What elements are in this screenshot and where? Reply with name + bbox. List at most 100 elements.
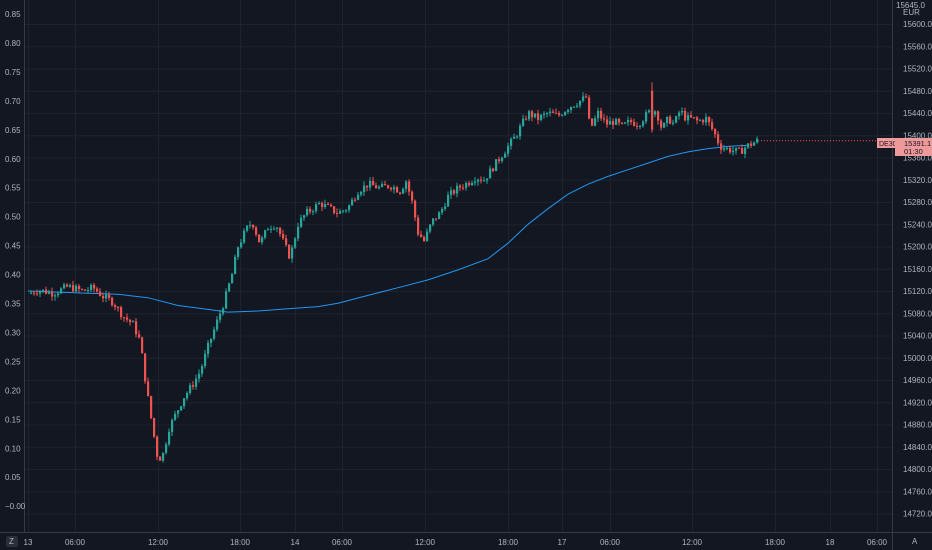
candle-body: [102, 295, 105, 299]
candle-body: [462, 187, 465, 189]
candle-body: [516, 136, 519, 138]
candle-body: [327, 203, 330, 205]
candle-body: [552, 111, 555, 113]
candle-body: [555, 112, 558, 114]
candle-body: [234, 256, 237, 275]
candle-body: [342, 210, 345, 212]
left-tick-label: 0.75: [5, 68, 21, 77]
left-corner-bg: [6, 536, 18, 547]
candle-body: [108, 294, 111, 298]
candle-body: [684, 110, 687, 121]
time-axis[interactable]: 13 06:00 12:00 18:00 14 06:00 12:00 18:00 17 06:0…: [24, 538, 888, 547]
candle-body: [348, 205, 351, 211]
candle-body: [573, 106, 576, 108]
candle-body: [171, 419, 174, 432]
candle-body: [216, 319, 219, 330]
candle-body: [309, 208, 312, 212]
candle-body: [246, 225, 249, 231]
left-tick-label: 0.20: [5, 386, 21, 395]
candle-body: [531, 111, 534, 118]
candle-body: [666, 116, 669, 124]
candle-body: [264, 230, 267, 238]
candle-body: [480, 179, 483, 181]
candle-body: [288, 244, 291, 259]
candle-body: [609, 121, 612, 125]
time-tick-label: 06:00: [867, 538, 888, 547]
right-tick-label: 15240.0: [903, 220, 932, 229]
candle-body: [249, 224, 252, 226]
countdown-label: 01:30: [904, 147, 923, 156]
candle-body: [756, 138, 759, 143]
candle-body: [576, 105, 579, 107]
right-tick-label: 14760.0: [903, 487, 932, 496]
right-tick-label: 15520.0: [903, 65, 932, 74]
candle-body: [699, 120, 702, 122]
candle-body: [72, 285, 75, 292]
candle-body: [618, 118, 621, 123]
candle-body: [192, 385, 195, 387]
right-price-axis[interactable]: 15600.0 15560.0 15520.0 15480.0 15440.0 15400…: [903, 20, 932, 519]
candle-body: [300, 217, 303, 227]
left-corner-button[interactable]: Z: [6, 536, 18, 547]
candle-body: [345, 210, 348, 212]
candle-body: [30, 292, 33, 294]
candle-body: [360, 192, 363, 195]
time-tick-label: 13: [24, 538, 33, 547]
candle-body: [534, 113, 537, 118]
candle-body: [147, 381, 150, 396]
candle-body: [120, 307, 123, 318]
candle-body: [186, 392, 189, 399]
candle-body: [690, 115, 693, 118]
left-tick-label: 0.65: [5, 126, 21, 135]
right-corner-label: A: [912, 537, 918, 546]
candle-body: [156, 436, 159, 457]
candle-body: [564, 111, 567, 116]
left-tick-label: 0.15: [5, 415, 21, 424]
left-price-axis[interactable]: 0.85 0.80 0.75 0.70 0.65 0.60 0.55 0.50 0.45 0.40…: [5, 10, 26, 511]
candle-body: [456, 185, 459, 194]
candle-body: [81, 289, 84, 291]
candle-body: [744, 147, 747, 154]
candle-body: [336, 212, 339, 214]
candle-body: [597, 110, 600, 119]
candle-body: [546, 113, 549, 115]
candle-body: [588, 97, 591, 119]
candle-body: [453, 190, 456, 194]
candle-body: [606, 119, 609, 125]
candle-body: [333, 206, 336, 213]
right-tick-label: 14880.0: [903, 421, 932, 430]
candle-body: [657, 111, 660, 121]
candle-body: [51, 291, 54, 297]
right-tick-label: 15200.0: [903, 243, 932, 252]
candle-body: [495, 159, 498, 171]
candle-body: [123, 317, 126, 319]
candle-body: [129, 319, 132, 323]
candle-body: [198, 373, 201, 379]
candle-body: [693, 117, 696, 119]
candle-body: [96, 288, 99, 292]
candle-body: [567, 110, 570, 112]
candle-body: [375, 185, 378, 189]
candle-body: [63, 284, 66, 289]
candle-body: [753, 142, 756, 146]
candle-body: [150, 395, 153, 419]
candle-body: [441, 208, 444, 213]
candle-body: [435, 218, 438, 220]
candle-body: [138, 334, 141, 338]
candle-body: [447, 194, 450, 207]
candle-body: [543, 113, 546, 115]
candle-body: [153, 418, 156, 437]
candle-body: [354, 199, 357, 201]
candle-body: [654, 111, 657, 115]
left-tick-label: 0.85: [5, 10, 21, 19]
candle-body: [66, 284, 69, 287]
candle-body: [723, 148, 726, 150]
candle-body: [201, 366, 204, 374]
time-tick-label: 12:00: [415, 538, 436, 547]
candle-body: [522, 118, 525, 126]
auto-scale-button[interactable]: A: [912, 537, 918, 546]
candle-body: [99, 291, 102, 296]
candle-body: [717, 134, 720, 144]
candle-body: [219, 313, 222, 320]
